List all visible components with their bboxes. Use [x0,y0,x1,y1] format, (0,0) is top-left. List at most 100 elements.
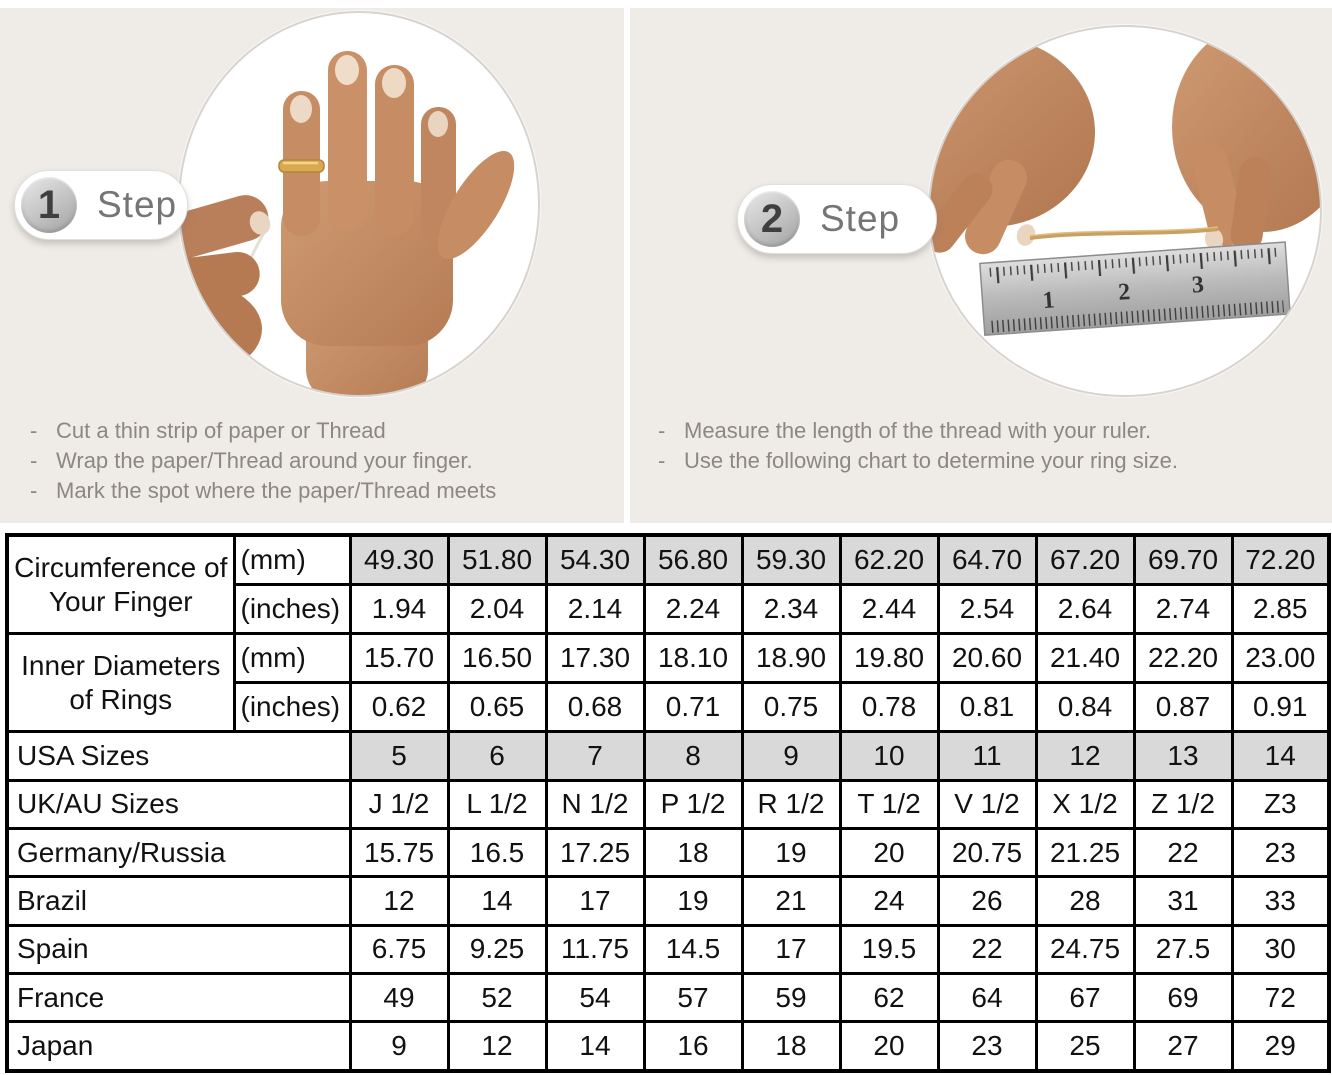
table-row: France 49 52 54 57 59 62 64 67 69 72 [5,972,1331,1024]
table-cell: 12 [446,1020,548,1073]
unit-label: (inches) [232,583,352,636]
table-cell: 14 [544,1020,646,1073]
table-cell: 0.84 [1034,681,1136,734]
instruction-line: - Mark the spot where the paper/Thread m… [30,476,496,506]
instruction-text: Measure the length of the thread with yo… [684,418,1152,443]
fingernail [1204,228,1224,250]
instruction-line: - Wrap the paper/Thread around your fing… [30,446,496,476]
table-cell: 17.25 [544,826,646,879]
ruler-bottom-ticks [989,300,1285,333]
instruction-line: - Use the following chart to determine y… [658,446,1178,476]
table-row: Germany/Russia 15.75 16.5 17.25 18 19 20 20.75 2… [5,826,1331,879]
table-cell: 10 [838,730,940,782]
table-cell: 18 [642,826,744,879]
table-cell: 18.90 [740,632,842,685]
table-cell: 62.20 [838,533,940,587]
table-row: (inches) 0.62 0.65 0.68 0.71 0.75 0.78 0.81 0.84… [7,681,1331,734]
instruction-text: Wrap the paper/Thread around your finger… [56,448,473,473]
table-cell: 0.81 [936,681,1038,734]
table-cell: 22.20 [1132,632,1234,685]
table-cell: 13 [1132,730,1234,782]
table-cell: 9.25 [446,923,548,976]
table-cell: 54 [544,972,646,1024]
table-cell: 2.64 [1034,583,1136,636]
table-cell: P 1/2 [642,778,744,831]
table-cell: 1.94 [348,583,450,636]
table-cell: 27.5 [1132,923,1234,976]
table-cell: 31 [1132,875,1234,927]
table-cell: 0.65 [446,681,548,734]
table-cell: 11 [936,730,1038,782]
instruction-line: - Measure the length of the thread with … [658,416,1178,446]
table-row: USA Sizes 5 6 7 8 9 10 11 12 13 14 [5,730,1331,782]
bullet-dash: - [30,418,38,443]
table-cell: 23.00 [1230,632,1331,685]
bullet-dash: - [658,448,666,473]
region-label: USA Sizes [5,730,352,782]
table-cell: 29 [1230,1020,1331,1073]
bullet-dash: - [30,448,38,473]
table-cell: 16.5 [446,826,548,879]
table-row: Spain 6.75 9.25 11.75 14.5 17 19.5 22 24.75 27.5 3… [5,923,1331,976]
table-cell: 72.20 [1230,533,1331,587]
unit-label: (mm) [232,632,352,685]
table-cell: 26 [936,875,1038,927]
step2-instructions: - Measure the length of the thread with … [658,416,1178,476]
table-cell: 69.70 [1132,533,1234,587]
table-cell: 0.62 [348,681,450,734]
left-thumb [930,173,993,253]
table-cell: 0.75 [740,681,842,734]
table-cell: 17 [544,875,646,927]
step2-badge: 2 Step [737,184,937,254]
table-row: Japan 9 12 14 16 18 20 23 25 27 29 [5,1020,1331,1073]
fingernail [428,111,448,137]
table-cell: 59.30 [740,533,842,587]
row-group-label: Inner Diameters of Rings [5,632,236,734]
table-cell: 67 [1034,972,1136,1024]
table-cell: 72 [1230,972,1331,1024]
region-label: France [5,972,352,1024]
table-cell: 19 [740,826,842,879]
step1-instructions: - Cut a thin strip of paper or Thread - … [30,416,496,506]
table-row: Circumference of Your Finger (mm) 49.30 51.… [5,533,1331,636]
region-label: Brazil [5,875,352,927]
helper-finger [180,195,269,265]
table-cell: 19.5 [838,923,940,976]
table-cell: 9 [740,730,842,782]
row-group-label: Circumference of Your Finger [5,533,236,636]
table-cell: 17 [740,923,842,976]
table-cell: V 1/2 [936,778,1038,831]
table-cell: 20 [838,1020,940,1073]
table-cell: 7 [544,730,646,782]
table-cell: T 1/2 [838,778,940,831]
table-cell: 49 [348,972,450,1024]
table-cell: 20.75 [936,826,1038,879]
table-cell: 8 [642,730,744,782]
ruler-major-ticks [986,247,1281,284]
table-cell: 21.40 [1034,632,1136,685]
table-cell: 21 [740,875,842,927]
right-thumb [1230,157,1272,252]
fingernail [249,211,271,235]
ruler-number-2: 2 [1117,279,1131,306]
table-cell: 20.60 [936,632,1038,685]
region-label: UK/AU Sizes [5,778,352,831]
table-cell: 0.87 [1132,681,1234,734]
instruction-text: Cut a thin strip of paper or Thread [56,418,386,443]
table-cell: 0.71 [642,681,744,734]
table-row: Brazil 12 14 17 19 21 24 26 28 31 33 [5,875,1331,927]
unit-label: (inches) [232,681,352,734]
table-cell: 56.80 [642,533,744,587]
table-cell: 2.54 [936,583,1038,636]
table-cell: 9 [348,1020,450,1073]
table-cell: 16.50 [446,632,548,685]
table-cell: 2.74 [1132,583,1234,636]
table-cell: 21.25 [1034,826,1136,879]
table-cell: 6.75 [348,923,450,976]
table-cell: 59 [740,972,842,1024]
bullet-dash: - [658,418,666,443]
ring-size-table: Circumference of Your Finger (mm) 49.30 51.… [5,533,1331,1073]
table-cell: 57 [642,972,744,1024]
table-cell: 12 [1034,730,1136,782]
table-cell: 51.80 [446,533,548,587]
